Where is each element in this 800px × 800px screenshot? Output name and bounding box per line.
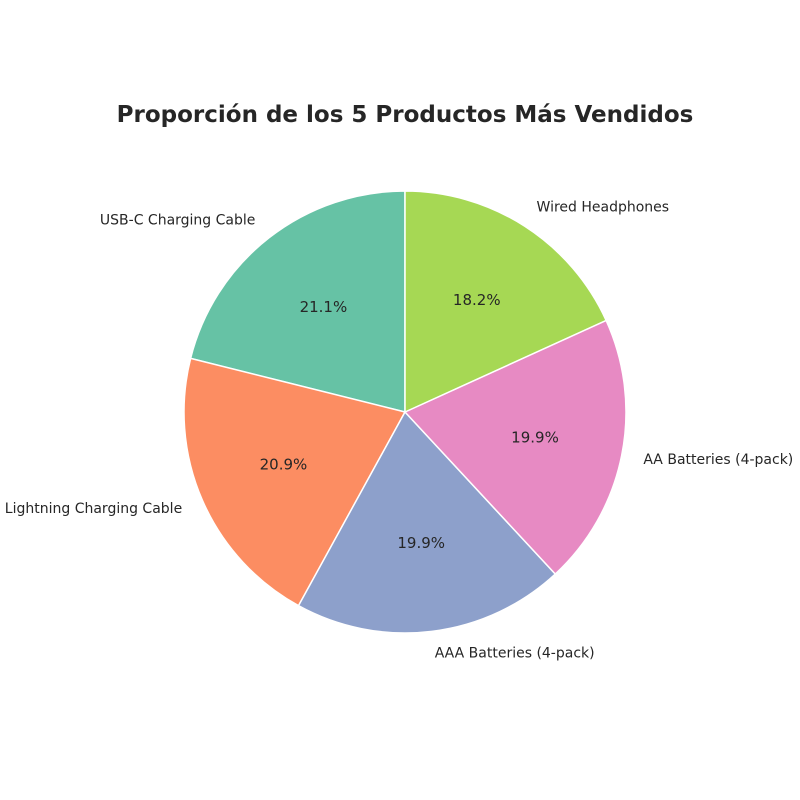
pie-slice-4 — [404, 190, 608, 414]
pie-slice-3 — [403, 319, 627, 576]
slice-percent-2: 19.9% — [397, 534, 445, 552]
slice-percent-3: 19.9% — [511, 429, 559, 447]
pie-slices — [183, 190, 627, 634]
pie-slice-1 — [183, 357, 407, 607]
slice-label-0: USB-C Charging Cable — [100, 212, 255, 228]
pie-slice-2 — [297, 410, 557, 634]
slice-percent-4: 18.2% — [453, 291, 501, 309]
chart-title: Proporción de los 5 Productos Más Vendid… — [116, 102, 694, 128]
slice-percent-0: 21.1% — [300, 298, 348, 316]
slice-label-3: AA Batteries (4-pack) — [643, 452, 793, 468]
pie-slice-0 — [189, 190, 406, 413]
slice-label-1: Lightning Charging Cable — [5, 501, 182, 517]
slice-percent-1: 20.9% — [260, 456, 308, 474]
slice-label-4: Wired Headphones — [537, 200, 670, 216]
pie-labels: USB-C Charging Cable 21.1% Lightning Charg… — [5, 200, 793, 662]
slice-label-2: AAA Batteries (4-pack) — [435, 645, 595, 661]
